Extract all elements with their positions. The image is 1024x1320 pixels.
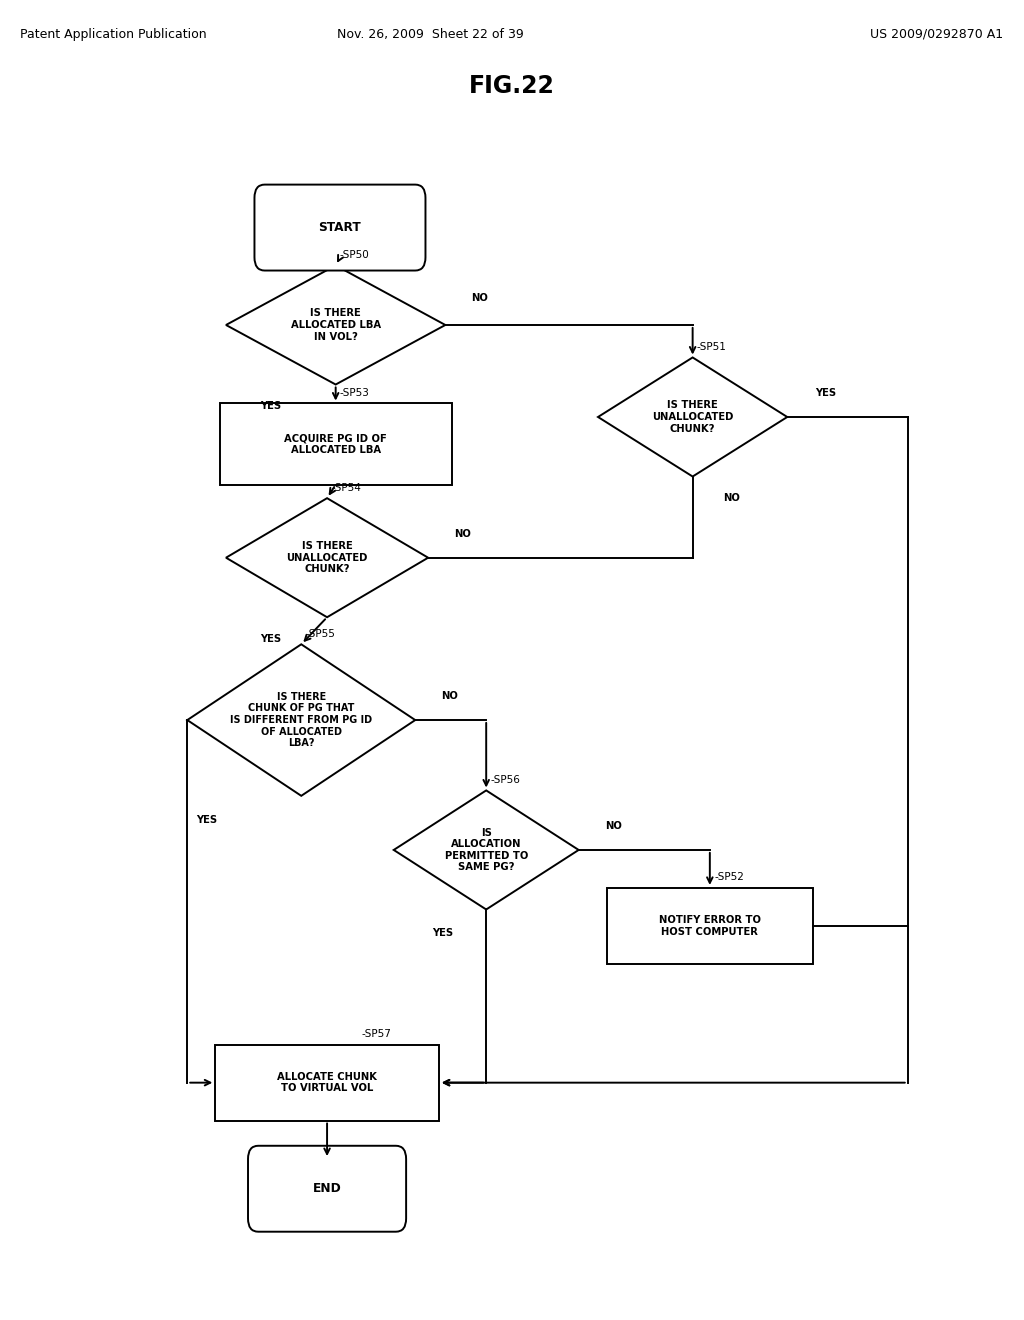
Text: IS THERE
ALLOCATED LBA
IN VOL?: IS THERE ALLOCATED LBA IN VOL? — [291, 309, 381, 342]
Text: NO: NO — [471, 293, 488, 302]
Text: -SP51: -SP51 — [697, 342, 727, 352]
Text: YES: YES — [196, 814, 217, 825]
Text: -SP53: -SP53 — [340, 388, 370, 399]
Text: IS THERE
UNALLOCATED
CHUNK?: IS THERE UNALLOCATED CHUNK? — [287, 541, 368, 574]
Text: -SP52: -SP52 — [714, 873, 744, 883]
Text: FIG.22: FIG.22 — [469, 74, 555, 98]
Bar — [215, 1045, 439, 1121]
Text: -SP50: -SP50 — [340, 249, 370, 260]
Text: IS THERE
CHUNK OF PG THAT
IS DIFFERENT FROM PG ID
OF ALLOCATED
LBA?: IS THERE CHUNK OF PG THAT IS DIFFERENT F… — [230, 692, 373, 748]
Text: YES: YES — [432, 928, 454, 939]
Text: YES: YES — [260, 401, 282, 411]
Text: YES: YES — [815, 388, 837, 399]
Polygon shape — [598, 358, 787, 477]
Text: NOTIFY ERROR TO
HOST COMPUTER: NOTIFY ERROR TO HOST COMPUTER — [658, 915, 761, 936]
Polygon shape — [187, 644, 416, 796]
Text: -SP56: -SP56 — [490, 775, 520, 785]
Bar — [219, 404, 452, 484]
Text: -SP55: -SP55 — [305, 628, 336, 639]
Text: START: START — [318, 220, 361, 234]
FancyBboxPatch shape — [248, 1146, 407, 1232]
FancyBboxPatch shape — [254, 185, 426, 271]
Polygon shape — [226, 265, 445, 384]
Text: Nov. 26, 2009  Sheet 22 of 39: Nov. 26, 2009 Sheet 22 of 39 — [337, 28, 523, 41]
Text: END: END — [312, 1183, 341, 1195]
Bar — [606, 888, 813, 964]
Text: NO: NO — [454, 529, 471, 539]
Text: -SP57: -SP57 — [361, 1030, 391, 1039]
Text: -SP54: -SP54 — [332, 483, 361, 492]
Text: US 2009/0292870 A1: US 2009/0292870 A1 — [870, 28, 1004, 41]
Text: IS
ALLOCATION
PERMITTED TO
SAME PG?: IS ALLOCATION PERMITTED TO SAME PG? — [444, 828, 528, 873]
Text: NO: NO — [441, 692, 458, 701]
Text: NO: NO — [723, 494, 739, 503]
Text: NO: NO — [604, 821, 622, 832]
Text: ALLOCATE CHUNK
TO VIRTUAL VOL: ALLOCATE CHUNK TO VIRTUAL VOL — [278, 1072, 377, 1093]
Polygon shape — [393, 791, 579, 909]
Text: Patent Application Publication: Patent Application Publication — [20, 28, 207, 41]
Text: ACQUIRE PG ID OF
ALLOCATED LBA: ACQUIRE PG ID OF ALLOCATED LBA — [285, 433, 387, 455]
Text: YES: YES — [260, 634, 282, 644]
Text: IS THERE
UNALLOCATED
CHUNK?: IS THERE UNALLOCATED CHUNK? — [652, 400, 733, 433]
Polygon shape — [226, 498, 428, 618]
